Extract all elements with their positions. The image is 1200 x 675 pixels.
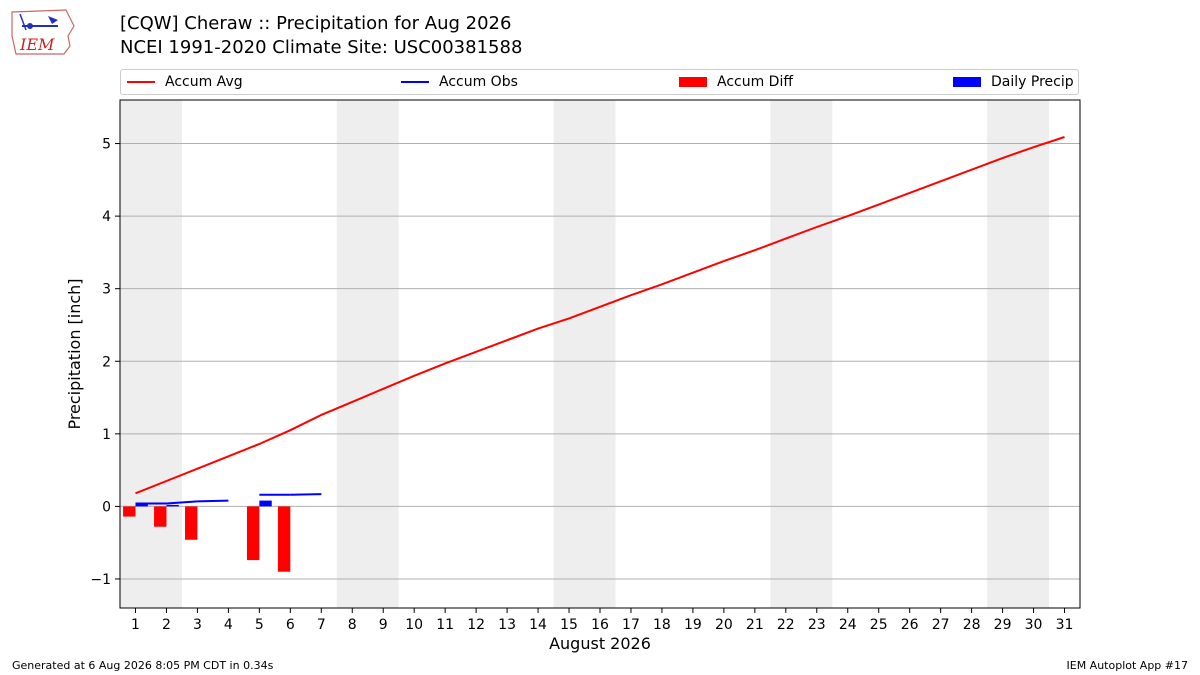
x-tick-label: 20 xyxy=(715,617,733,633)
y-tick-label: 3 xyxy=(102,282,111,298)
legend-label-accum-diff: Accum Diff xyxy=(717,74,794,90)
accum-avg-line xyxy=(135,136,1065,495)
y-tick-label: 1 xyxy=(102,427,111,443)
x-tick-label: 3 xyxy=(193,617,202,633)
iem-logo: IEM xyxy=(11,9,75,55)
x-tick-label: 7 xyxy=(317,617,326,633)
x-tick-label: 27 xyxy=(932,617,950,633)
x-tick-label: 2 xyxy=(162,617,171,633)
x-tick-label: 18 xyxy=(653,617,671,633)
x-tick-label: 15 xyxy=(560,617,578,633)
y-tick-label: 0 xyxy=(102,499,111,515)
x-tick-label: 24 xyxy=(839,617,857,633)
accum-obs-segment xyxy=(197,499,229,503)
x-tick-label: 29 xyxy=(994,617,1012,633)
grid-lines xyxy=(120,143,1080,580)
logo-text: IEM xyxy=(19,35,55,54)
accum-diff-bar xyxy=(123,506,136,517)
legend-item-daily-precip: Daily Precip xyxy=(953,74,1074,90)
weekend-shading xyxy=(120,100,1050,608)
x-tick-label: 12 xyxy=(467,617,485,633)
y-tick-label: −1 xyxy=(90,572,111,588)
y-axis-label: Precipitation [inch] xyxy=(65,278,84,429)
x-tick-label: 28 xyxy=(963,617,981,633)
footer-app: IEM Autoplot App #17 xyxy=(1066,659,1189,672)
chart-subtitle: NCEI 1991-2020 Climate Site: USC00381588 xyxy=(120,37,523,58)
x-tick-label: 26 xyxy=(901,617,919,633)
x-tick-label: 22 xyxy=(777,617,795,633)
x-tick-label: 21 xyxy=(746,617,764,633)
x-tick-label: 23 xyxy=(808,617,826,633)
legend-item-accum-obs: Accum Obs xyxy=(401,74,518,90)
x-tick-label: 6 xyxy=(286,617,295,633)
x-tick-label: 10 xyxy=(405,617,423,633)
weekend-shade-0 xyxy=(120,100,182,608)
x-tick-label: 14 xyxy=(529,617,547,633)
weekend-shade-4 xyxy=(987,100,1050,608)
footer-generated: Generated at 6 Aug 2026 8:05 PM CDT in 0… xyxy=(12,659,274,672)
accum-diff-bar xyxy=(277,506,291,572)
x-tick-label: 5 xyxy=(255,617,264,633)
x-tick-label: 16 xyxy=(591,617,609,633)
legend-label-daily-precip: Daily Precip xyxy=(991,74,1074,90)
x-tick-label: 1 xyxy=(131,617,140,633)
daily-precip-bar xyxy=(166,504,179,507)
series-lines xyxy=(135,136,1065,505)
legend-swatch-accum-diff xyxy=(679,77,707,87)
accum-diff-bar xyxy=(246,506,260,561)
legend-swatch-daily-precip xyxy=(953,77,981,87)
x-tick-label: 19 xyxy=(684,617,702,633)
accum-diff-bar xyxy=(154,506,167,527)
y-tick-label: 4 xyxy=(102,209,111,225)
accum-obs-segment xyxy=(166,500,198,505)
x-axis-label: August 2026 xyxy=(549,634,651,653)
daily-precip-bar xyxy=(259,500,272,507)
legend-swatch-accum-obs xyxy=(401,81,429,83)
legend-label-accum-obs: Accum Obs xyxy=(439,74,518,90)
x-tick-label: 11 xyxy=(436,617,454,633)
bars xyxy=(123,500,291,572)
legend-swatch-accum-avg xyxy=(127,81,155,83)
y-tick-label: 5 xyxy=(102,137,111,153)
legend: Accum Avg Accum Obs Accum Diff Daily Pre… xyxy=(120,69,1079,95)
x-tick-label: 4 xyxy=(224,617,233,633)
x-tick-label: 17 xyxy=(622,617,640,633)
daily-precip-bar xyxy=(135,503,148,507)
chart-title: [CQW] Cheraw :: Precipitation for Aug 20… xyxy=(120,13,512,34)
legend-item-accum-diff: Accum Diff xyxy=(679,74,793,90)
accum-diff-bar xyxy=(185,506,198,540)
x-tick-label: 31 xyxy=(1056,617,1074,633)
legend-label-accum-avg: Accum Avg xyxy=(165,74,243,90)
legend-item-accum-avg: Accum Avg xyxy=(127,74,243,90)
iowa-outline-icon xyxy=(11,9,75,55)
accum-obs-segment xyxy=(290,493,322,496)
x-tick-label: 8 xyxy=(348,617,357,633)
x-tick-label: 9 xyxy=(379,617,388,633)
x-tick-label: 25 xyxy=(870,617,888,633)
weekend-shade-3 xyxy=(770,100,833,608)
x-tick-label: 13 xyxy=(498,617,516,633)
weekend-shade-2 xyxy=(553,100,616,608)
weekend-shade-1 xyxy=(336,100,399,608)
y-tick-label: 2 xyxy=(102,354,111,370)
x-tick-label: 30 xyxy=(1025,617,1043,633)
